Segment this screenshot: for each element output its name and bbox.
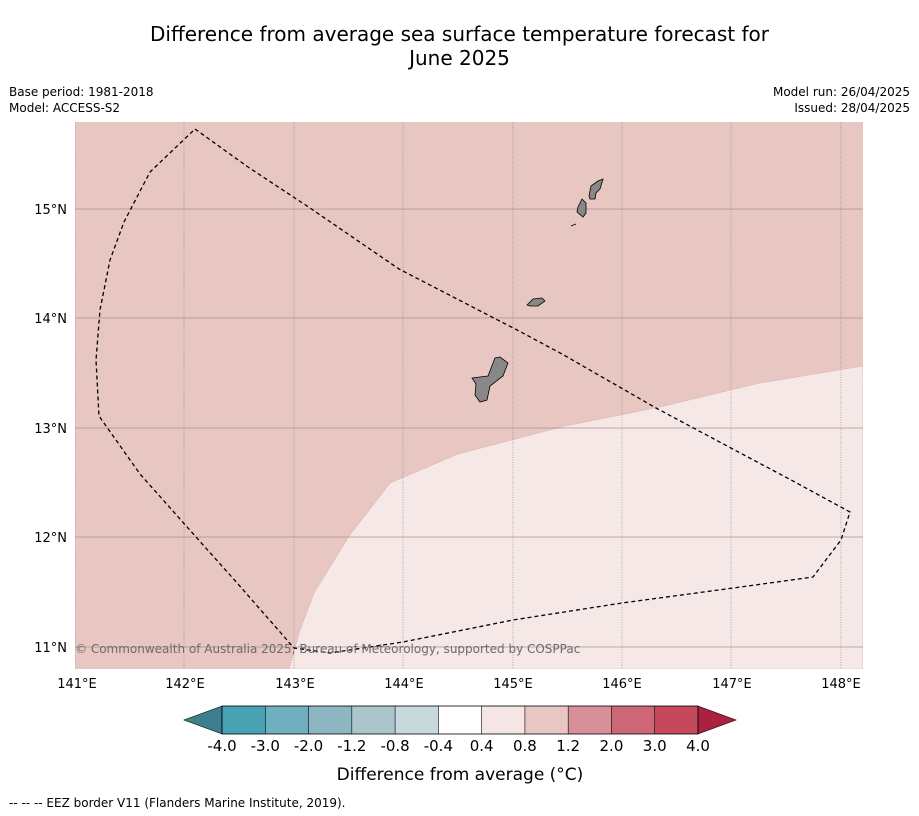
lat-label: 15°N [34, 203, 67, 218]
colorbar-bin [265, 706, 309, 734]
lat-labels: 15°N 14°N 13°N 12°N 11°N [34, 203, 67, 656]
map-panel [75, 122, 863, 669]
eez-border [95, 128, 851, 654]
colorbar-tick-label: -3.0 [251, 737, 280, 755]
colorbar-tick-label: -2.0 [294, 737, 323, 755]
copyright-text: © Commonwealth of Australia 2025, Bureau… [75, 642, 580, 656]
tinian-island [576, 198, 587, 218]
colorbar-bin [308, 706, 352, 734]
eez-footer-note: -- -- -- EEZ border V11 (Flanders Marine… [9, 796, 346, 810]
colorbar-bin [524, 706, 569, 734]
aguijan-island [570, 223, 577, 227]
meta-left: Base period: 1981-2018 Model: ACCESS-S2 [9, 84, 154, 116]
colorbar-tick-label: 4.0 [686, 737, 710, 755]
lon-label: 147°E [712, 677, 752, 692]
colorbar-bin [395, 706, 439, 734]
colorbar [183, 705, 737, 735]
colorbar-tick-label: -1.2 [337, 737, 366, 755]
lat-label: 13°N [34, 422, 67, 437]
issued-date: Issued: 28/04/2025 [794, 101, 910, 115]
islands [471, 178, 604, 403]
model-name: Model: ACCESS-S2 [9, 101, 121, 115]
colorbar-tick-label: -0.8 [380, 737, 409, 755]
rota-island [526, 297, 546, 307]
base-period: Base period: 1981-2018 [9, 85, 154, 99]
title-line-1: Difference from average sea surface temp… [149, 22, 769, 46]
colorbar-bin [222, 706, 266, 734]
lon-label: 148°E [821, 677, 861, 692]
colorbar-tick-label: 3.0 [643, 737, 667, 755]
guam-island [471, 356, 509, 403]
colorbar-arrow-high [697, 705, 737, 735]
lon-label: 146°E [602, 677, 642, 692]
lat-label: 12°N [34, 531, 67, 546]
colorbar-bin [481, 706, 525, 734]
lon-labels: 141°E 142°E 143°E 144°E 145°E 146°E 147°… [57, 677, 861, 692]
colorbar-tick-label: -0.4 [424, 737, 453, 755]
title-line-2: June 2025 [409, 46, 510, 70]
colorbar-bin [351, 706, 396, 734]
lon-label: 144°E [384, 677, 424, 692]
saipan-island [588, 178, 604, 200]
model-run: Model run: 26/04/2025 [772, 85, 910, 99]
colorbar-title: Difference from average (°C) [337, 765, 584, 785]
colorbar-tick-label: 0.4 [470, 737, 494, 755]
lon-label: 143°E [275, 677, 315, 692]
lon-label: 141°E [57, 677, 97, 692]
lon-label: 142°E [165, 677, 205, 692]
lat-label: 14°N [34, 312, 67, 327]
colorbar-bin [654, 706, 698, 734]
colorbar-bin [568, 706, 612, 734]
lat-gridlines [75, 208, 863, 648]
colorbar-tick-label: 0.8 [513, 737, 537, 755]
lat-label: 11°N [34, 641, 67, 656]
colorbar-bin [611, 706, 655, 734]
colorbar-tick-label: 1.2 [556, 737, 580, 755]
gridlines [75, 122, 842, 669]
colorbar-bin [438, 706, 482, 734]
map-title: Difference from average sea surface temp… [0, 22, 919, 70]
colorbar-tick-label: -4.0 [207, 737, 236, 755]
colorbar-arrow-low [183, 705, 223, 735]
colorbar-tick-label: 2.0 [600, 737, 624, 755]
colorbar-labels: -4.0 -3.0 -2.0 -1.2 -0.8 -0.4 0.4 0.8 1.2 2.0 3.0 4… [207, 737, 710, 755]
lon-label: 145°E [493, 677, 533, 692]
meta-right: Model run: 26/04/2025 Issued: 28/04/2025 [773, 84, 910, 116]
